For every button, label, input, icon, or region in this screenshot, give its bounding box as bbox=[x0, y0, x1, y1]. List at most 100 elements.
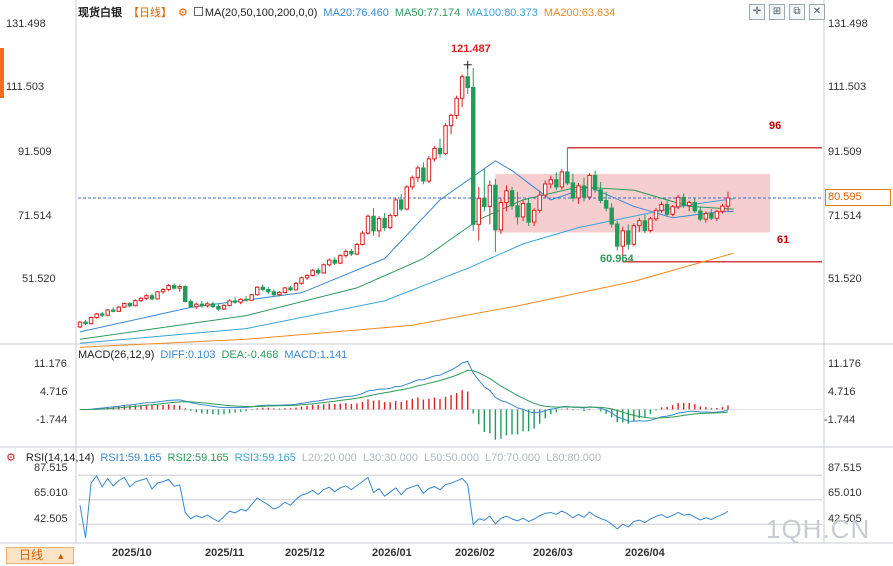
rsi-line bbox=[79, 474, 729, 538]
macd-y-tick-left: -1.744 bbox=[36, 414, 68, 426]
candle-body bbox=[421, 167, 426, 182]
candle-body bbox=[171, 285, 177, 289]
candle-body bbox=[221, 304, 227, 310]
rsi-y-tick-right: 87.515 bbox=[828, 462, 862, 474]
chevron-up-icon: ▲ bbox=[56, 551, 66, 561]
candle-body bbox=[504, 190, 509, 204]
indicator-toggle-icon[interactable] bbox=[193, 7, 203, 16]
candle-body bbox=[487, 184, 493, 207]
candle-body bbox=[88, 317, 94, 325]
annotation-level-96: 96 bbox=[769, 120, 782, 132]
candle-body bbox=[565, 171, 570, 184]
candle-body bbox=[399, 199, 404, 210]
candle-body bbox=[432, 147, 437, 160]
candle-body bbox=[443, 125, 448, 155]
candle-body bbox=[426, 158, 432, 182]
candle-body bbox=[144, 295, 149, 299]
candle-body bbox=[376, 217, 382, 232]
y-tick-right: 131.498 bbox=[828, 18, 868, 30]
macd-y-tick-right: 11.176 bbox=[828, 358, 861, 370]
candle-body bbox=[592, 174, 598, 191]
candle-body bbox=[205, 303, 210, 307]
restore-icon[interactable]: ⧉ bbox=[789, 4, 805, 20]
period-select-button[interactable]: 日线 ▲ bbox=[6, 547, 74, 564]
candle-body bbox=[471, 87, 476, 225]
candle-body bbox=[675, 196, 681, 208]
close-icon[interactable]: ✕ bbox=[809, 4, 825, 20]
candle-body bbox=[260, 286, 265, 291]
y-tick-left: 111.503 bbox=[6, 81, 45, 93]
l20-readout: L20:20.000 bbox=[301, 452, 357, 464]
crosshair-icon[interactable]: ✛ bbox=[749, 4, 765, 20]
candle-body bbox=[526, 203, 531, 223]
candle-body bbox=[714, 210, 720, 219]
candle-body bbox=[609, 207, 614, 225]
candle-body bbox=[642, 220, 648, 232]
candle-body bbox=[249, 294, 254, 301]
y-tick-left: 131.498 bbox=[6, 18, 46, 30]
maximize-icon[interactable]: ⊞ bbox=[769, 4, 785, 20]
ma200-readout: MA200:63.634 bbox=[543, 7, 616, 19]
macd-y-tick-right: 4.716 bbox=[828, 386, 856, 398]
rsi-header: ⚙ RSI(14,14,14) RSI1:59.165 RSI2:59.165 RSI3… bbox=[6, 451, 607, 465]
ma50-readout: MA50:77.174 bbox=[394, 7, 461, 19]
candle-body bbox=[277, 291, 282, 296]
candle-body bbox=[559, 171, 565, 188]
candle-body bbox=[288, 287, 293, 291]
macd-diff-readout: DIFF:0.103 bbox=[160, 349, 216, 361]
rsi-y-tick-left: 42.505 bbox=[34, 513, 68, 525]
candle-body bbox=[166, 285, 171, 291]
macd-dea-line bbox=[80, 369, 729, 419]
candle-body bbox=[498, 202, 504, 231]
chart-toolbar: ✛ ⊞ ⧉ ✕ bbox=[749, 4, 825, 20]
candle-body bbox=[703, 213, 709, 220]
macd-y-tick-right: -1.744 bbox=[824, 414, 856, 426]
x-tick: 2026/03 bbox=[533, 547, 573, 559]
candle-body bbox=[133, 300, 138, 307]
candle-body bbox=[232, 300, 238, 303]
annotation-high: 121.487 bbox=[451, 43, 491, 55]
x-tick: 2026/04 bbox=[625, 547, 665, 559]
candle-body bbox=[360, 232, 365, 246]
candle-body bbox=[111, 309, 116, 312]
y-tick-right: 91.509 bbox=[828, 146, 862, 158]
candle-body bbox=[354, 244, 360, 255]
rsi-y-tick-left: 65.010 bbox=[34, 487, 68, 499]
rsi1-readout: RSI1:59.165 bbox=[100, 452, 162, 464]
candle-body bbox=[343, 250, 349, 257]
candle-body bbox=[210, 303, 216, 307]
left-edge-tab[interactable] bbox=[0, 48, 4, 98]
candle-body bbox=[365, 215, 371, 234]
candle-body bbox=[321, 264, 326, 274]
candle-body bbox=[266, 289, 271, 293]
candle-body bbox=[293, 282, 299, 291]
macd-y-tick-left: 4.716 bbox=[40, 386, 68, 398]
candle-body bbox=[698, 210, 703, 220]
ma100-readout: MA100:80.373 bbox=[466, 7, 538, 19]
candle-body bbox=[282, 287, 288, 293]
candle-body bbox=[138, 297, 144, 302]
ma-line-ma20 bbox=[79, 160, 734, 333]
rsi-settings-icon[interactable]: ⚙ bbox=[6, 452, 16, 464]
candle-body bbox=[454, 97, 459, 117]
candle-body bbox=[199, 303, 205, 307]
instrument-title: 现货白银 bbox=[78, 7, 122, 19]
candle-body bbox=[216, 305, 221, 310]
candle-body bbox=[493, 184, 498, 231]
candle-body bbox=[122, 303, 127, 308]
candle-body bbox=[687, 202, 692, 206]
candle-body bbox=[531, 209, 537, 223]
candle-body bbox=[520, 203, 526, 218]
settings-icon[interactable]: ⚙ bbox=[178, 7, 188, 19]
candle-body bbox=[509, 190, 515, 207]
candle-body bbox=[543, 183, 548, 196]
rsi3-readout: RSI3:59.165 bbox=[234, 452, 296, 464]
candle-body bbox=[194, 303, 199, 308]
candle-body bbox=[548, 179, 553, 185]
x-tick: 2025/10 bbox=[112, 547, 152, 559]
candle-body bbox=[631, 225, 637, 245]
candle-body bbox=[459, 76, 465, 99]
candle-body bbox=[227, 300, 232, 306]
candle-body bbox=[620, 230, 625, 247]
